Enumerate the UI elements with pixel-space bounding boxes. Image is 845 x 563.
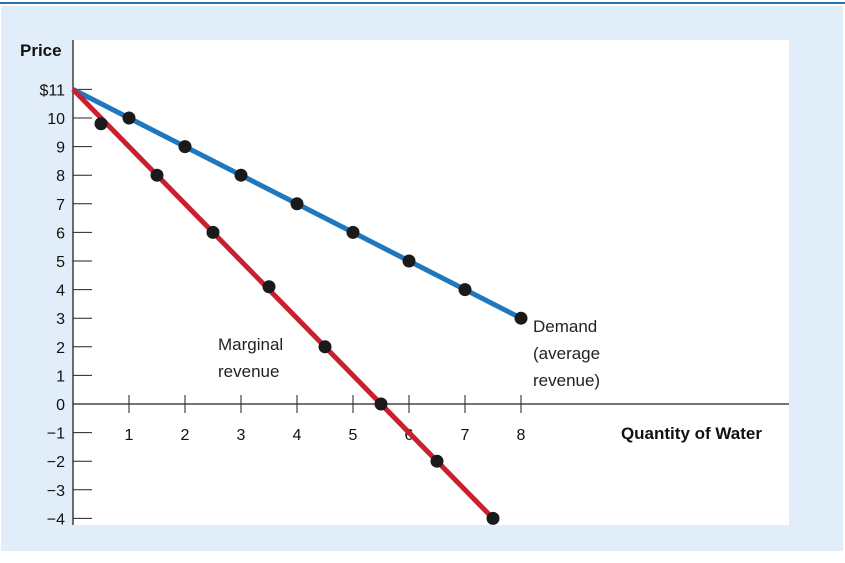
demand-point (458, 283, 472, 297)
y-tick-label: −4 (47, 511, 65, 528)
y-tick-label: 5 (56, 254, 65, 271)
marginal-revenue-point (206, 225, 220, 239)
demand-point (178, 140, 192, 154)
y-tick-label: −2 (47, 454, 65, 471)
y-tick-label: 0 (56, 397, 65, 414)
y-tick-label: 3 (56, 311, 65, 328)
y-tick-label: $11 (39, 82, 65, 99)
x-tick-label: 7 (461, 427, 470, 444)
marginal-revenue-label-line: Marginal (218, 335, 283, 354)
marginal-revenue-point (318, 340, 332, 354)
marginal-revenue-point (430, 454, 444, 468)
x-tick-label: 1 (125, 427, 134, 444)
y-tick-label: 9 (56, 140, 65, 157)
demand-label-line: revenue) (533, 371, 600, 390)
x-axis-title: Quantity of Water (621, 424, 762, 443)
x-tick-label: 8 (517, 427, 526, 444)
demand-point (122, 111, 136, 125)
y-tick-label: −1 (47, 426, 65, 443)
y-tick-label: 6 (56, 225, 65, 242)
demand-point (346, 225, 360, 239)
demand-point (402, 254, 416, 268)
marginal-revenue-point (262, 280, 276, 294)
y-tick-label: 8 (56, 168, 65, 185)
points-layer (94, 111, 528, 525)
y-tick-label: −3 (47, 483, 65, 500)
demand-point (290, 197, 304, 211)
x-tick-label: 5 (349, 427, 358, 444)
marginal-revenue-point (374, 397, 388, 411)
y-tick-label: 4 (56, 283, 65, 300)
x-tick-label: 3 (237, 427, 246, 444)
marginal-revenue-label-line: revenue (218, 362, 279, 381)
demand-label-line: (average (533, 344, 600, 363)
demand-point (234, 168, 248, 182)
y-axis-title: Price (20, 41, 62, 60)
demand-point (514, 311, 528, 325)
series-labels: Demand (average revenue) Marginal revenue (218, 317, 600, 390)
y-tick-label: 2 (56, 340, 65, 357)
x-tick-label: 4 (293, 427, 302, 444)
y-tick-label: 10 (47, 111, 65, 128)
marginal-revenue-line (71, 87, 495, 521)
marginal-revenue-point (150, 168, 164, 182)
x-tick-label: 2 (181, 427, 190, 444)
demand-label-line: Demand (533, 317, 597, 336)
y-tick-label: 7 (56, 197, 65, 214)
marginal-revenue-point (94, 117, 108, 131)
marginal-revenue-point (486, 511, 500, 525)
plot-area (73, 40, 789, 525)
y-tick-label: 1 (56, 368, 65, 385)
